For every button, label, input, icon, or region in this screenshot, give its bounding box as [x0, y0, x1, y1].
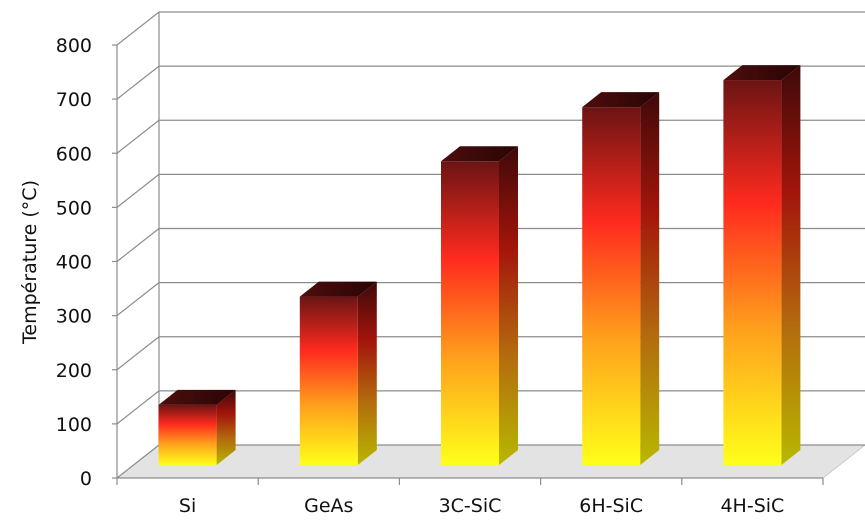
bar-top — [582, 92, 660, 108]
y-tick-label: 300 — [56, 306, 92, 328]
y-tick-label: 100 — [56, 414, 92, 436]
x-category-label: 3C-SiC — [439, 495, 502, 517]
bar-geas — [299, 281, 377, 465]
bar-side — [640, 92, 660, 465]
bar-top — [441, 146, 518, 162]
y-tick-label: 0 — [80, 468, 92, 490]
bar-front — [582, 107, 641, 465]
bar-top — [299, 281, 377, 297]
gridline-diagonal — [116, 119, 160, 154]
bars-layer — [158, 65, 801, 465]
y-tick-label: 200 — [56, 360, 92, 382]
gridline-diagonal — [116, 336, 160, 371]
gridline-diagonal — [116, 65, 160, 100]
bar-front — [441, 161, 499, 465]
bar-side — [357, 281, 377, 465]
bar-side — [781, 65, 801, 465]
bar-top — [158, 389, 236, 405]
y-tick-label: 600 — [56, 143, 92, 165]
x-category-labels: Si GeAs 3C-SiC 6H-SiC 4H-SiC — [179, 495, 784, 517]
x-category-label: Si — [179, 495, 196, 517]
bar-front — [723, 80, 782, 465]
bar-side — [499, 146, 518, 465]
y-tick-label: 500 — [56, 197, 92, 219]
bar-top — [723, 65, 801, 81]
gridline-diagonal — [116, 390, 160, 425]
x-category-label: GeAs — [304, 495, 353, 517]
gridline-diagonal — [116, 444, 160, 479]
bar-4h-sic — [723, 65, 801, 465]
y-tick-label: 400 — [56, 252, 92, 274]
gridline-diagonal — [116, 228, 160, 262]
x-category-label: 4H-SiC — [720, 495, 784, 517]
gridline-diagonal — [116, 11, 160, 46]
bar-6h-sic — [582, 92, 660, 465]
gridline-diagonal — [116, 173, 160, 208]
bar-front — [299, 296, 358, 465]
bar-3c-sic — [441, 146, 518, 465]
x-category-label: 6H-SiC — [579, 495, 643, 517]
y-tick-label: 800 — [56, 35, 92, 57]
bar-front — [158, 404, 217, 465]
y-tick-label: 700 — [56, 89, 92, 111]
gridline-diagonal — [116, 282, 160, 317]
bar-si — [158, 389, 236, 465]
bar-side — [216, 389, 236, 465]
y-tick-labels: 0 100 200 300 400 500 600 700 800 — [56, 35, 92, 490]
y-axis-label: Température (°C) — [19, 180, 41, 345]
